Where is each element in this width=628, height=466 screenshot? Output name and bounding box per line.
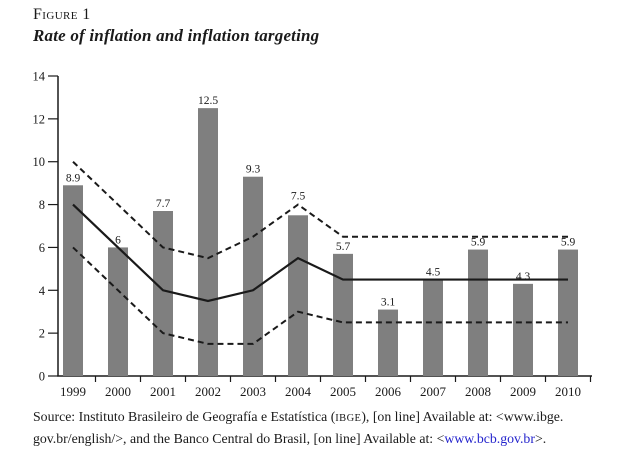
bar-2001 xyxy=(153,211,173,376)
bar-value-label: 7.5 xyxy=(291,191,306,203)
axes: 0 2 4 6 8 10 12 14 1999 2000 2001 2002 2003 2004 2005 2… xyxy=(33,70,592,399)
figure-title: Rate of inflation and inflation targetin… xyxy=(33,26,320,45)
bar-2008 xyxy=(468,249,488,376)
ibge-abbrev: IBGE xyxy=(335,413,362,424)
bar-2009 xyxy=(513,283,533,376)
bar-value-label: 6 xyxy=(115,234,121,246)
bar-value-label: 5.9 xyxy=(471,237,486,249)
source-note: Source: Instituto Brasileiro de Geografí… xyxy=(33,407,605,449)
bar-value-label: 12.5 xyxy=(198,95,218,107)
bar-2005 xyxy=(333,253,353,376)
y-tick-label: 2 xyxy=(39,327,45,341)
figure-label: Figure 1 xyxy=(33,6,91,23)
bar-2004 xyxy=(288,215,308,376)
x-tick-label: 2005 xyxy=(330,384,356,399)
bar-2007 xyxy=(423,279,443,376)
x-tick-label: 2010 xyxy=(555,384,581,399)
x-tick-label: 2006 xyxy=(375,384,402,399)
source-text: gov.br/english/>, and the Banco Central … xyxy=(33,431,445,446)
bar-2002 xyxy=(198,108,218,377)
y-tick-label: 6 xyxy=(39,241,45,255)
x-tick-label: 2002 xyxy=(195,384,221,399)
y-tick-label: 14 xyxy=(33,70,46,84)
y-tick-label: 12 xyxy=(33,112,46,126)
bar-value-labels: 8.9 6 7.7 12.5 9.3 7.5 5.7 3.1 4.5 5.9 4.3 5.9 xyxy=(66,95,576,308)
bar-value-label: 4.5 xyxy=(426,267,441,279)
bar-1999 xyxy=(63,185,83,376)
source-text: >. xyxy=(534,431,547,446)
bar-value-label: 5.9 xyxy=(561,237,576,249)
x-tick-label: 1999 xyxy=(60,384,86,399)
lower-band-line xyxy=(72,246,568,345)
x-tick-label: 2003 xyxy=(240,384,266,399)
x-tick-label: 2008 xyxy=(465,384,491,399)
x-tick-label: 2000 xyxy=(105,384,131,399)
x-tick-label: 2009 xyxy=(510,384,536,399)
bar-2006 xyxy=(378,309,398,376)
bar-value-label: 7.7 xyxy=(156,198,171,210)
y-tick-label: 0 xyxy=(39,370,45,384)
bar-value-label: 4.3 xyxy=(516,271,531,283)
bcb-link[interactable]: www.bcb.gov.br xyxy=(444,431,535,446)
x-tick-label: 2007 xyxy=(420,384,447,399)
lines xyxy=(72,160,568,345)
bar-2000 xyxy=(108,247,128,376)
y-tick-label: 8 xyxy=(39,198,45,212)
y-tick-label: 4 xyxy=(39,284,46,298)
source-line-1: Source: Instituto Brasileiro de Geografí… xyxy=(33,407,605,429)
upper-band-line xyxy=(72,160,568,260)
source-text: ), [on line] Available at: <www.ibge. xyxy=(361,409,564,424)
bar-value-label: 3.1 xyxy=(381,297,396,309)
target-line xyxy=(72,203,568,303)
bar-2003 xyxy=(243,176,263,376)
x-tick-label: 2004 xyxy=(285,384,312,399)
bar-value-label: 9.3 xyxy=(246,164,261,176)
bar-value-label: 8.9 xyxy=(66,172,81,184)
source-line-2: gov.br/english/>, and the Banco Central … xyxy=(33,429,605,449)
y-tick-label: 10 xyxy=(33,155,46,169)
bar-value-label: 5.7 xyxy=(336,241,351,253)
source-text: Source: Instituto Brasileiro de Geografí… xyxy=(33,409,336,424)
bar-2010 xyxy=(558,249,578,376)
bars xyxy=(63,108,578,377)
x-tick-label: 2001 xyxy=(150,384,176,399)
